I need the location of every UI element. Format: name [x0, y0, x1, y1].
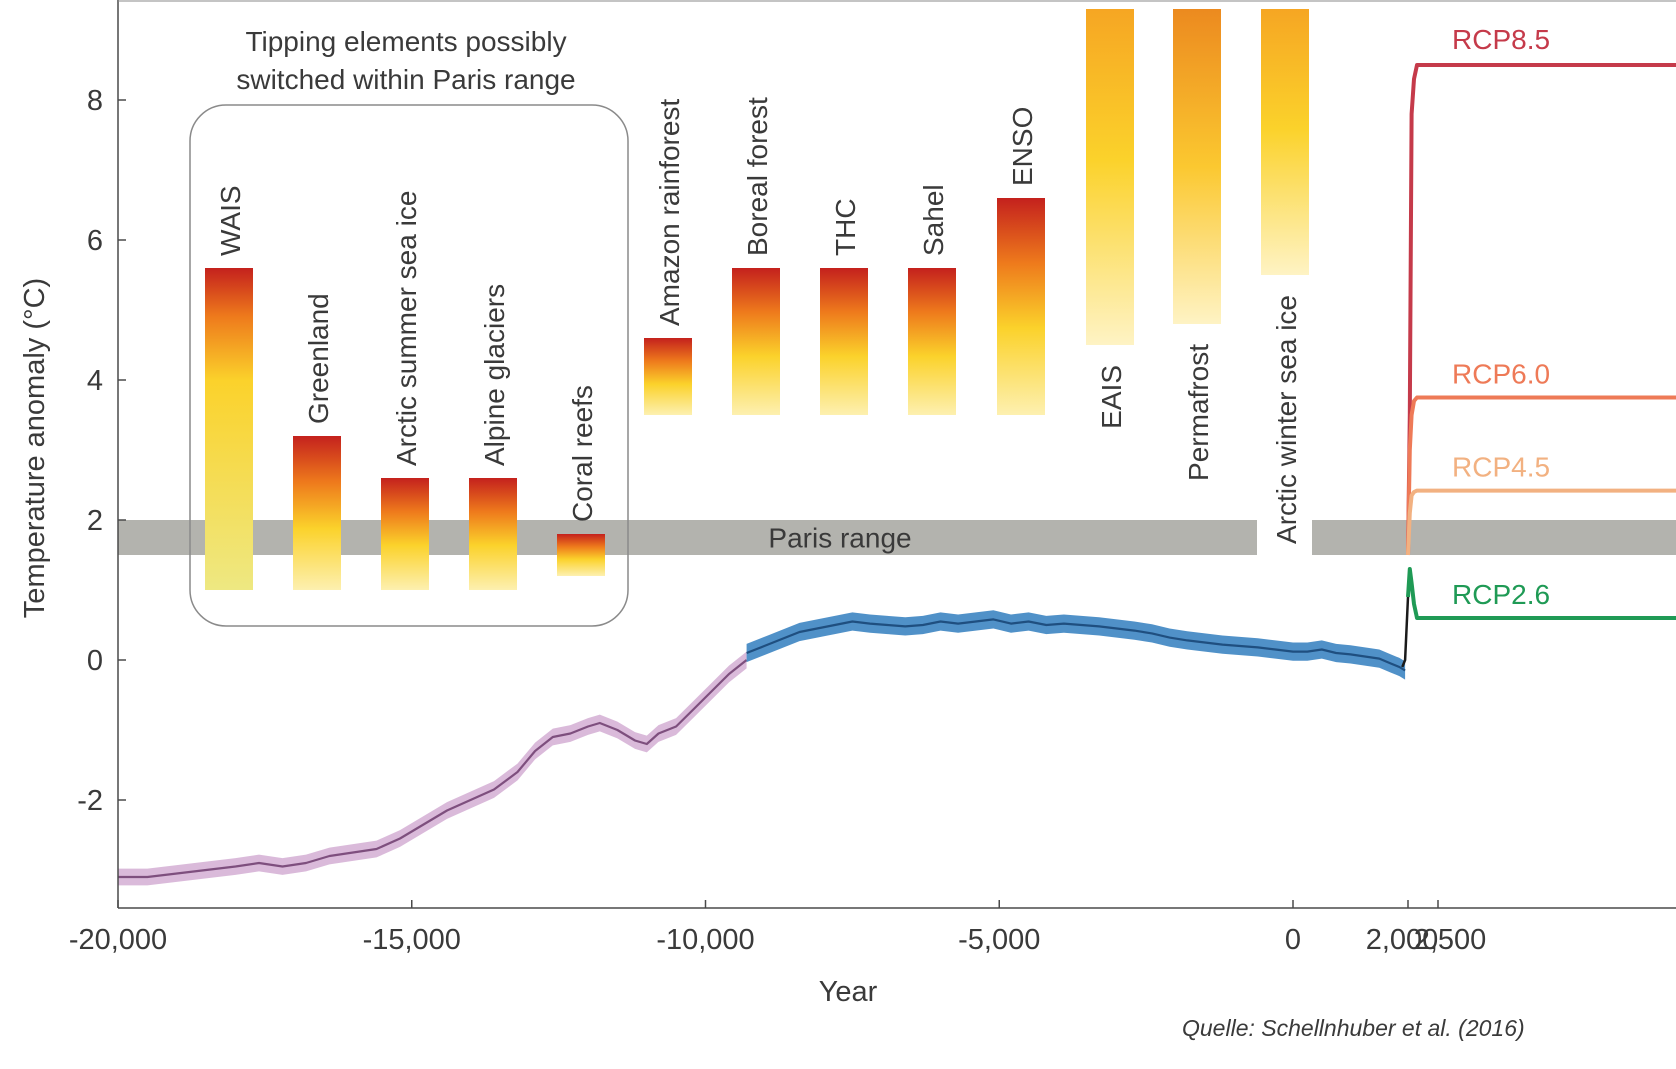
x-tick-label: -20,000 — [69, 924, 167, 956]
paris-range-band — [118, 520, 1257, 555]
tipping-bar-wais — [205, 268, 253, 590]
labels-layer: WAIS Greenland Arctic summer sea ice Alpine… — [215, 24, 1550, 1041]
tipping-label-amazon-rainforest: Amazon rainforest — [654, 99, 685, 326]
y-axis-title: Temperature anomaly (°C) — [19, 278, 51, 618]
scenario-label-rcp8-5: RCP8.5 — [1452, 24, 1550, 55]
x-tick-label: 2,000 — [1366, 924, 1439, 956]
tipping-bar-coral-reefs — [557, 534, 605, 576]
tipping-label-coral-reefs: Coral reefs — [567, 385, 598, 522]
tipping-label-boreal-forest: Boreal forest — [742, 97, 773, 256]
tipping-label-eais: EAIS — [1096, 365, 1127, 429]
tipping-label-sahel: Sahel — [918, 184, 949, 256]
series-line-reconstruction-blue — [746, 618, 1406, 672]
tipping-label-thc: THC — [830, 198, 861, 256]
tipping-bar-thc — [820, 268, 868, 415]
tipping-bar-alpine-glaciers — [469, 478, 517, 590]
scenario-line-rcp6-0 — [1406, 395, 1676, 556]
x-tick-label: -15,000 — [363, 924, 461, 956]
tipping-label-greenland: Greenland — [303, 293, 334, 424]
tipping-bar-sahel — [908, 268, 956, 415]
tipping-group-frame — [189, 104, 629, 627]
tipping-bar-boreal-forest — [732, 268, 780, 415]
tipping-bar-permafrost — [1173, 9, 1221, 324]
tipping-label-arctic-summer-sea-ice: Arctic summer sea ice — [391, 191, 422, 466]
series-layer — [118, 63, 1676, 886]
scenario-line-rcp8-5 — [1406, 63, 1676, 556]
x-axis-title: Year — [819, 976, 878, 1008]
tipping-bar-arctic-summer-sea-ice — [381, 478, 429, 590]
y-tick-label: -2 — [77, 785, 103, 817]
paris-range-layer: Paris range — [118, 520, 1676, 555]
tipping-label-alpine-glaciers: Alpine glaciers — [479, 284, 510, 466]
series-line-reconstruction-pink — [118, 659, 748, 879]
tipping-label-enso: ENSO — [1007, 107, 1038, 186]
series-band-reconstruction-pink — [118, 651, 747, 886]
scenario-line-rcp4-5 — [1406, 488, 1676, 556]
tipping-bar-amazon-rainforest — [644, 338, 692, 415]
x-tick-label: -5,000 — [958, 924, 1040, 956]
y-tick-label: 8 — [87, 85, 103, 117]
tipping-label-wais: WAIS — [215, 185, 246, 256]
scenario-label-rcp2-6: RCP2.6 — [1452, 579, 1550, 610]
x-tick-label: -10,000 — [656, 924, 754, 956]
x-tick-label: 2,500 — [1414, 924, 1487, 956]
axes-layer: -2 0 2 4 6 8 -20,000 -15,000 -10,000 -5,000 0 2,000… — [19, 0, 1676, 1008]
y-tick-label: 6 — [87, 225, 103, 257]
scenario-line-rcp2-6 — [1406, 567, 1676, 620]
x-tick-label: 0 — [1285, 924, 1301, 956]
tipping-label-arctic-winter-sea-ice: Arctic winter sea ice — [1271, 295, 1302, 544]
tipping-elements-layer: Tipping elements possibly switched within… — [189, 9, 1309, 627]
series-line-instrumental — [1401, 596, 1410, 668]
tipping-group-title-line2: switched within Paris range — [236, 64, 575, 95]
tipping-bar-greenland — [293, 436, 341, 590]
scenario-label-rcp4-5: RCP4.5 — [1452, 452, 1550, 483]
y-tick-label: 0 — [87, 645, 103, 677]
source-note: Quelle: Schellnhuber et al. (2016) — [1182, 1015, 1525, 1041]
y-tick-label: 4 — [87, 365, 103, 397]
tipping-bar-eais — [1086, 9, 1134, 345]
tipping-group-title-line1: Tipping elements possibly — [245, 26, 566, 57]
paris-range-band-right — [1312, 520, 1676, 555]
scenario-label-rcp6-0: RCP6.0 — [1452, 359, 1550, 390]
series-band-reconstruction-blue — [746, 610, 1406, 680]
tipping-bar-arctic-winter-sea-ice — [1261, 9, 1309, 275]
tipping-bar-enso — [997, 198, 1045, 415]
paris-range-label: Paris range — [768, 523, 911, 554]
y-tick-label: 2 — [87, 505, 103, 537]
tipping-label-permafrost: Permafrost — [1183, 344, 1214, 481]
